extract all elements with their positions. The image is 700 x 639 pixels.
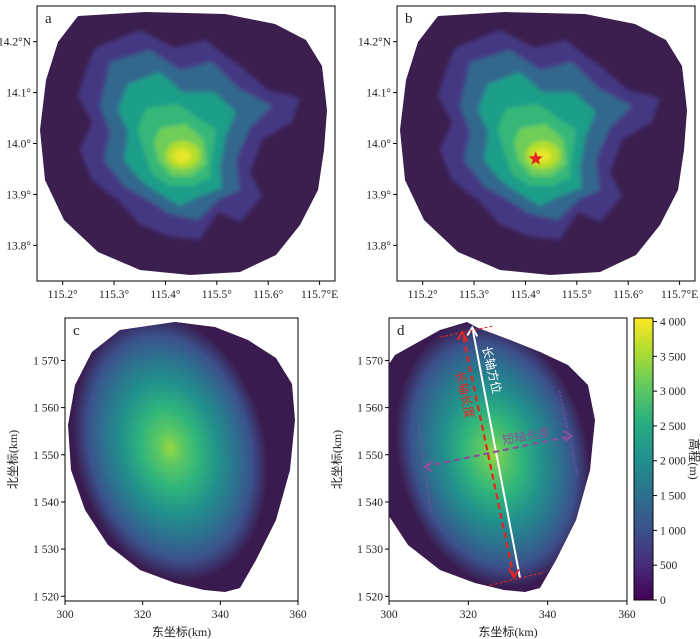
x-tick-label-c: 340 (212, 609, 230, 621)
y-axis-label-d: 北坐标(km) (330, 430, 344, 489)
y-tick-label-b: 14.0° (366, 139, 391, 151)
y-tick-label-a: 14.1° (6, 88, 31, 100)
y-tick-label-a: 14.0° (6, 139, 31, 151)
y-tick-label-d: 1 540 (357, 497, 383, 509)
x-tick-label-d: 300 (380, 609, 398, 621)
colorbar-tick-label: 4 000 (660, 316, 686, 328)
x-tick-label-b: 115.2° (408, 289, 438, 301)
panel-d-axes: 300 320 340 360 1 520 1 530 1 540 1 550 1 560 1 5… (330, 355, 636, 639)
colorbar-tick-label: 0 (660, 595, 666, 607)
y-tick-label-c: 1 560 (33, 403, 59, 415)
x-tick-label-b: 115.5° (562, 289, 592, 301)
long-length-arrowhead-bottom (508, 567, 520, 580)
panel-label-c: c (73, 323, 80, 339)
x-tick-label-b: 115.3° (459, 289, 489, 301)
panel-label-b: b (405, 11, 413, 27)
panel-c-axes: 300 320 340 360 1 520 1 530 1 540 1 550 1 560 1 5… (6, 355, 307, 639)
panel-c: c 300 320 340 360 1 520 1 530 1 540 1 550 1 560 1… (6, 317, 307, 639)
x-tick-label-c: 300 (56, 609, 74, 621)
colorbar-tick-label: 3 000 (660, 386, 686, 398)
colorbar-gradient (633, 317, 654, 601)
colorbar-ticks: 0 500 1 000 1 500 2 000 2 500 3 000 3 500 4 000 (653, 316, 686, 607)
y-tick-label-c: 1 530 (33, 544, 59, 556)
colorbar-tick-label: 3 500 (660, 351, 686, 363)
panel-a-axes: 115.2° 115.3° 115.4° 115.5° 115.6° 115.7°E 13.… (0, 37, 338, 301)
panel-label-a: a (45, 11, 52, 27)
y-tick-label-d: 1 530 (357, 544, 383, 556)
x-tick-label-d: 360 (618, 609, 636, 621)
y-tick-label-b: 13.9° (366, 189, 391, 201)
x-tick-label-c: 360 (289, 609, 307, 621)
y-tick-label-b: 14.2°N (358, 37, 392, 49)
x-tick-label-a: 115.5° (202, 289, 232, 301)
x-tick-label-d: 340 (539, 609, 557, 621)
panel-b: b 115.2° 115.3° 115.4° 115.5° 115.6° 115.7°E1… (358, 5, 698, 301)
panel-a: a 115.2° 115.3° 115.4° 115.5° 115.6° 115.7°E1… (0, 5, 338, 301)
x-tick-label-b: 115.4° (510, 289, 540, 301)
y-tick-label-a: 14.2°N (0, 37, 32, 49)
colorbar-tick-label: 2 000 (660, 456, 686, 468)
long-axis-arrowhead (466, 325, 479, 337)
colorbar-tick-label: 1 500 (660, 491, 686, 503)
panel-b-terrain (400, 12, 687, 275)
short-length-arrowhead-right (562, 430, 574, 442)
colorbar-label: 高程(m) (687, 438, 700, 479)
y-tick-label-d: 1 520 (357, 591, 383, 603)
y-tick-label-c: 1 540 (33, 497, 59, 509)
y-tick-label-b: 14.1° (366, 88, 391, 100)
x-tick-label-c: 320 (134, 609, 152, 621)
x-tick-label-a: 115.7°E (301, 289, 338, 301)
panel-label-d: d (397, 323, 405, 339)
x-tick-label-a: 115.2° (48, 289, 78, 301)
x-axis-label-d: 东坐标(km) (478, 625, 537, 639)
y-tick-label-c: 1 550 (33, 450, 59, 462)
colorbar-tick-label: 2 500 (660, 421, 686, 433)
colorbar-tick-label: 1 000 (660, 525, 686, 537)
y-tick-label-d: 1 550 (357, 450, 383, 462)
x-tick-label-a: 115.4° (150, 289, 180, 301)
panel-d-surface (389, 322, 595, 592)
x-tick-label-b: 115.7°E (661, 289, 698, 301)
y-tick-label-a: 13.8° (6, 240, 31, 252)
panel-a-terrain (40, 12, 327, 275)
long-length-end-tick-bottom (489, 571, 545, 586)
colorbar-tick-label: 500 (660, 560, 678, 572)
panel-b-axes: 115.2° 115.3° 115.4° 115.5° 115.6° 115.7°E 13.… (358, 37, 698, 301)
short-length-line (424, 434, 572, 468)
x-tick-label-a: 115.6° (253, 289, 283, 301)
long-length-line (461, 331, 516, 578)
x-tick-label-b: 115.6° (613, 289, 643, 301)
y-tick-label-c: 1 570 (33, 355, 59, 367)
y-tick-label-b: 13.8° (366, 240, 391, 252)
y-tick-label-d: 1 560 (357, 403, 383, 415)
x-tick-label-d: 320 (460, 609, 478, 621)
long-length-end-tick-top (440, 325, 493, 338)
x-tick-label-a: 115.3° (99, 289, 129, 301)
star-marker (528, 151, 543, 165)
y-tick-label-c: 1 520 (33, 591, 59, 603)
short-length-end-tick-right (558, 390, 578, 477)
y-tick-label-a: 13.9° (6, 189, 31, 201)
y-tick-label-d: 1 570 (357, 355, 383, 367)
x-axis-label-c: 东坐标(km) (152, 625, 211, 639)
y-axis-label-c: 北坐标(km) (6, 430, 20, 489)
